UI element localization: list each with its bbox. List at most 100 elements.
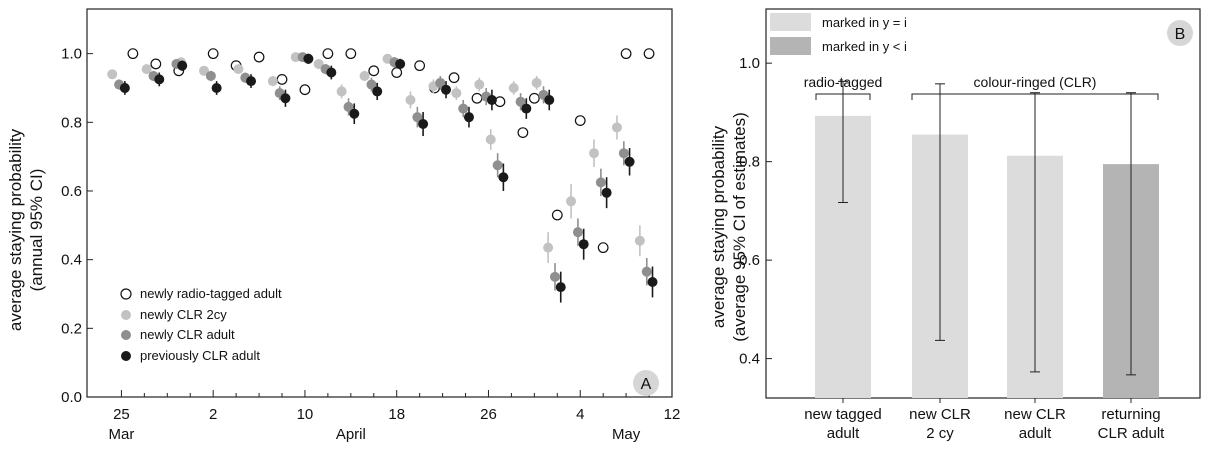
- data-point-clr_2cy: [313, 58, 324, 69]
- panel-a-x-axis: 25 2 10 18 26 4 12 Mar April May: [108, 390, 680, 443]
- data-point-clr_adult_new: [515, 96, 526, 107]
- group-label-radio-tagged: radio-tagged: [804, 74, 883, 90]
- legend-label-radio-tagged: newly radio-tagged adult: [140, 286, 282, 301]
- data-point-radio_tagged: [414, 60, 426, 72]
- panel-a-ylabel-line1: average staying probability: [6, 128, 25, 331]
- data-point-clr_2cy: [566, 196, 577, 207]
- data-point-clr_2cy: [508, 82, 519, 93]
- category-label-line1: new CLR: [1004, 406, 1066, 423]
- data-point-radio_tagged: [620, 48, 632, 60]
- data-point-clr_2cy: [405, 94, 416, 105]
- panel-a-data: [107, 48, 658, 303]
- legend-label-marked-earlier-year: marked in y < i: [822, 39, 907, 54]
- data-point-clr_2cy: [451, 88, 462, 99]
- panel-a-xtick-label: 26: [480, 406, 497, 423]
- panel-b-ytick-label: 0.4: [739, 351, 760, 368]
- panel-a-xtick-label: 25: [113, 406, 130, 423]
- data-point-radio_tagged: [517, 127, 529, 139]
- data-point-clr_2cy: [290, 52, 301, 63]
- panel-a-ytick-label: 0.0: [61, 389, 82, 406]
- data-point-radio_tagged: [391, 67, 403, 78]
- panel-a-y-axis: 0.0 0.2 0.4 0.6 0.8 1.0: [61, 46, 93, 406]
- panel-b-letter: B: [1175, 26, 1186, 43]
- panel-a-letter: A: [641, 376, 652, 393]
- legend-item-marked-earlier-year: marked in y < i: [770, 37, 907, 55]
- data-point-clr_2cy: [336, 86, 347, 97]
- legend-item-radio-tagged: newly radio-tagged adult: [120, 286, 282, 301]
- bracket-colour-ringed: [911, 93, 1159, 100]
- data-point-clr_adult_previous: [418, 119, 429, 130]
- legend-label-clr-2cy: newly CLR 2cy: [140, 307, 227, 322]
- panel-b-x-axis: new tagged adult new CLR 2 cy new CLR adult re…: [804, 398, 1165, 442]
- panel-a-ytick-label: 0.2: [61, 320, 82, 337]
- data-point-clr_2cy: [199, 65, 209, 76]
- data-point-radio_tagged: [368, 65, 380, 77]
- data-point-clr_adult_previous: [326, 67, 337, 78]
- legend-marker-clr-2cy: [121, 310, 131, 320]
- data-point-clr_adult_previous: [372, 86, 383, 97]
- data-point-radio_tagged: [471, 92, 483, 104]
- category-label-line2: adult: [827, 425, 860, 442]
- data-point-radio_tagged: [322, 48, 334, 60]
- panel-a-legend: newly radio-tagged adult newly CLR 2cy n…: [120, 286, 282, 363]
- series-clr_adult_previous: [119, 53, 658, 303]
- legend-item-clr-2cy: newly CLR 2cy: [121, 307, 227, 322]
- panel-b-frame: [765, 8, 1201, 399]
- data-point-clr_adult_previous: [521, 103, 532, 114]
- data-point-clr_adult_new: [550, 271, 560, 282]
- data-point-clr_adult_new: [458, 103, 469, 114]
- data-point-radio_tagged: [574, 115, 586, 126]
- data-point-clr_2cy: [359, 70, 370, 81]
- data-point-clr_adult_previous: [303, 53, 314, 64]
- series-clr_adult_new: [114, 52, 652, 291]
- data-point-clr_2cy: [267, 76, 278, 87]
- panel-a-xtick-label: 12: [664, 406, 681, 423]
- data-point-radio_tagged: [127, 48, 139, 60]
- legend-swatch-marked-earlier-year: [770, 37, 811, 55]
- panel-a-badge: [633, 370, 659, 396]
- panel-a-xtick-label: 2: [209, 406, 217, 423]
- category-label-line2: CLR adult: [1098, 425, 1166, 442]
- data-point-radio_tagged: [345, 48, 357, 60]
- data-point-radio_tagged: [253, 51, 265, 63]
- legend-item-clr-adult-new: newly CLR adult: [121, 327, 235, 342]
- data-point-radio_tagged: [448, 72, 460, 84]
- legend-label-clr-adult-previous: previously CLR adult: [140, 348, 260, 363]
- data-point-clr_adult_new: [595, 177, 606, 188]
- bracket-radio-tagged: [815, 93, 871, 100]
- data-point-clr_2cy: [107, 69, 118, 80]
- panel-a-ytick-label: 1.0: [61, 46, 82, 63]
- data-point-clr_2cy: [543, 242, 554, 253]
- group-label-colour-ringed: colour-ringed (CLR): [974, 74, 1097, 90]
- data-point-clr_adult_previous: [211, 82, 222, 93]
- data-point-clr_2cy: [634, 235, 645, 246]
- data-point-clr_adult_new: [618, 148, 629, 159]
- data-point-clr_adult_new: [572, 227, 583, 238]
- data-point-clr_adult_new: [641, 266, 652, 277]
- data-point-clr_adult_previous: [463, 112, 474, 123]
- data-point-clr_adult_previous: [624, 156, 635, 167]
- panel-a-xtick-label: 18: [388, 406, 405, 423]
- legend-label-clr-adult-new: newly CLR adult: [140, 327, 235, 342]
- panel-a-letter-badge: A: [633, 370, 659, 396]
- legend-marker-clr-adult-new: [121, 330, 131, 340]
- data-point-clr_adult_previous: [544, 94, 555, 105]
- legend-label-marked-same-year: marked in y = i: [822, 15, 907, 30]
- legend-item-clr-adult-previous: previously CLR adult: [121, 348, 260, 363]
- data-point-radio_tagged: [643, 48, 655, 60]
- group-bracket-radio-tagged: radio-tagged: [804, 74, 883, 100]
- data-point-radio_tagged: [528, 92, 540, 104]
- data-point-clr_adult_new: [205, 70, 216, 81]
- data-point-clr_adult_previous: [441, 84, 452, 95]
- data-point-clr_adult_previous: [486, 94, 497, 105]
- data-point-clr_adult_previous: [280, 93, 291, 104]
- data-point-radio_tagged: [276, 73, 288, 85]
- panel-b-ytick-label: 0.6: [739, 252, 760, 269]
- panel-a: average staying probability (annual 95% …: [6, 8, 680, 443]
- panel-a-frame: [86, 8, 673, 398]
- data-point-clr_2cy: [611, 122, 622, 133]
- data-point-clr_2cy: [141, 64, 152, 75]
- panel-b-ylabel-line2: (average 95% CI of estimates): [730, 112, 749, 342]
- series-radio_tagged: [127, 48, 655, 254]
- data-point-clr_adult_previous: [395, 58, 406, 69]
